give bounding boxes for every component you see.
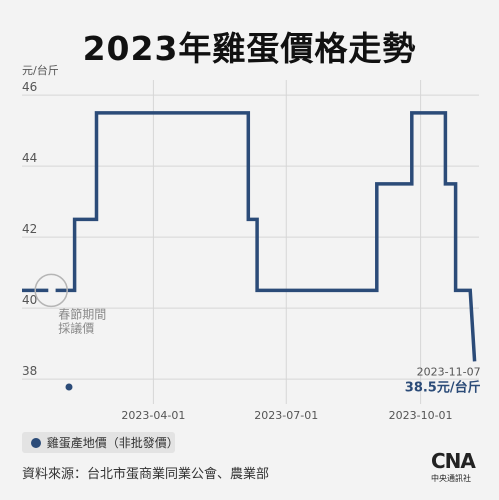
chart-title: 2023年雞蛋價格走勢	[82, 29, 417, 68]
cna-logo-mark: CNA	[431, 449, 476, 473]
legend: 雞蛋產地價（非批發價）	[22, 432, 179, 453]
last-date-label: 2023-11-07	[417, 365, 481, 378]
source-note: 資料來源：台北市蛋商業同業公會、農業部	[22, 467, 270, 482]
legend-marker-dot	[65, 383, 73, 391]
x-tick-label: 2023-07-01	[254, 409, 318, 422]
spring-note-line2: 採議價	[58, 321, 94, 335]
y-tick-label: 42	[22, 222, 37, 236]
x-tick-label: 2023-10-01	[389, 409, 453, 422]
legend-dot	[31, 437, 41, 448]
y-tick-label: 46	[22, 80, 37, 94]
y-tick-label: 40	[22, 293, 37, 307]
x-tick-label: 2023-04-01	[121, 409, 185, 422]
y-tick-label: 38	[22, 364, 37, 378]
spring-note-line1: 春節期間	[58, 306, 106, 321]
legend-label: 雞蛋產地價（非批發價）	[46, 436, 179, 450]
y-tick-label: 44	[22, 151, 37, 165]
spring-festival-circle	[34, 273, 68, 308]
cna-logo: CNA 中央通訊社	[431, 450, 491, 492]
cna-logo-text: 中央通訊社	[431, 474, 471, 483]
y-unit-label: 元/台斤	[22, 63, 59, 77]
last-value-label: 38.5元/台斤	[405, 379, 481, 395]
